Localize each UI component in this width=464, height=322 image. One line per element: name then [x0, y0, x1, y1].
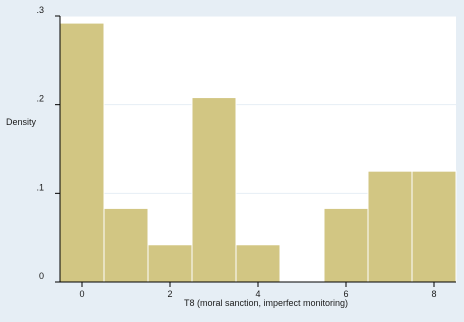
x-tick-label: 8 [431, 289, 436, 299]
x-tick-label: 2 [167, 289, 172, 299]
histogram-bar [235, 244, 281, 283]
histogram-bar [59, 22, 105, 283]
histogram-bar [411, 170, 457, 283]
bars [59, 22, 457, 283]
y-axis-ticks: 0 .1 .2 .3 [36, 5, 60, 283]
x-tick-label: 4 [255, 289, 260, 299]
x-tick-label: 0 [79, 289, 84, 299]
histogram-bar [103, 207, 149, 283]
y-tick-label: .1 [36, 182, 44, 192]
histogram-bar [147, 244, 193, 283]
y-tick-label: .3 [36, 5, 44, 15]
x-axis-label: T8 (moral sanction, imperfect monitoring… [184, 298, 348, 308]
histogram-bar [323, 207, 369, 283]
y-tick-label: .2 [36, 94, 44, 104]
y-axis-label: Density [6, 117, 37, 127]
histogram-bar [367, 170, 413, 283]
x-tick-label: 6 [343, 289, 348, 299]
y-tick-label: 0 [39, 271, 44, 281]
x-axis-ticks: 0 2 4 6 8 [79, 282, 437, 299]
histogram-bar [191, 97, 237, 283]
